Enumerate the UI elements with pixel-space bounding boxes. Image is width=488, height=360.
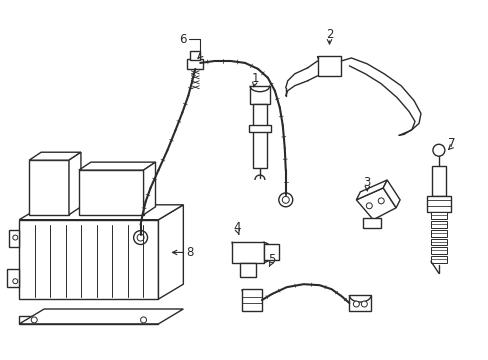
Bar <box>431 166 445 196</box>
Circle shape <box>377 198 384 204</box>
Text: 1: 1 <box>251 72 258 85</box>
Circle shape <box>278 193 292 207</box>
Bar <box>430 212 446 219</box>
Polygon shape <box>143 162 155 215</box>
Text: 3: 3 <box>363 176 370 189</box>
Circle shape <box>137 234 144 241</box>
Bar <box>430 239 446 246</box>
Circle shape <box>31 317 37 323</box>
Bar <box>430 221 446 228</box>
Text: 8: 8 <box>186 246 194 259</box>
Bar <box>190 51 200 60</box>
Polygon shape <box>29 152 81 160</box>
Polygon shape <box>426 196 450 212</box>
Bar <box>232 242 264 264</box>
Circle shape <box>133 231 147 244</box>
Bar <box>264 244 278 260</box>
Polygon shape <box>79 170 143 215</box>
Bar <box>9 230 19 247</box>
Bar <box>242 289 262 311</box>
Polygon shape <box>19 316 158 324</box>
Circle shape <box>432 144 444 156</box>
Bar <box>430 256 446 264</box>
Polygon shape <box>383 180 399 208</box>
Bar <box>363 218 381 228</box>
Circle shape <box>13 235 18 240</box>
Bar <box>252 104 266 168</box>
Circle shape <box>353 301 359 307</box>
Text: 7: 7 <box>447 137 455 150</box>
Text: 2: 2 <box>325 28 333 41</box>
Bar <box>240 264 255 277</box>
Polygon shape <box>356 180 386 200</box>
Polygon shape <box>356 188 395 220</box>
Text: 5: 5 <box>267 253 275 266</box>
Bar <box>249 86 269 104</box>
Polygon shape <box>19 205 183 220</box>
Circle shape <box>366 203 371 209</box>
Polygon shape <box>29 160 69 215</box>
Polygon shape <box>79 162 155 170</box>
Bar <box>187 59 203 69</box>
Polygon shape <box>19 220 158 299</box>
Polygon shape <box>19 309 183 324</box>
Circle shape <box>13 279 18 284</box>
Bar <box>349 295 370 311</box>
Bar <box>430 230 446 237</box>
Polygon shape <box>158 205 183 299</box>
Circle shape <box>141 317 146 323</box>
Text: 6: 6 <box>179 33 187 46</box>
Circle shape <box>361 301 366 307</box>
Polygon shape <box>69 152 81 215</box>
Bar <box>430 247 446 255</box>
Circle shape <box>282 196 289 203</box>
Text: 4: 4 <box>233 221 240 234</box>
Bar <box>248 125 270 132</box>
Bar <box>7 269 19 287</box>
Bar <box>317 56 341 76</box>
